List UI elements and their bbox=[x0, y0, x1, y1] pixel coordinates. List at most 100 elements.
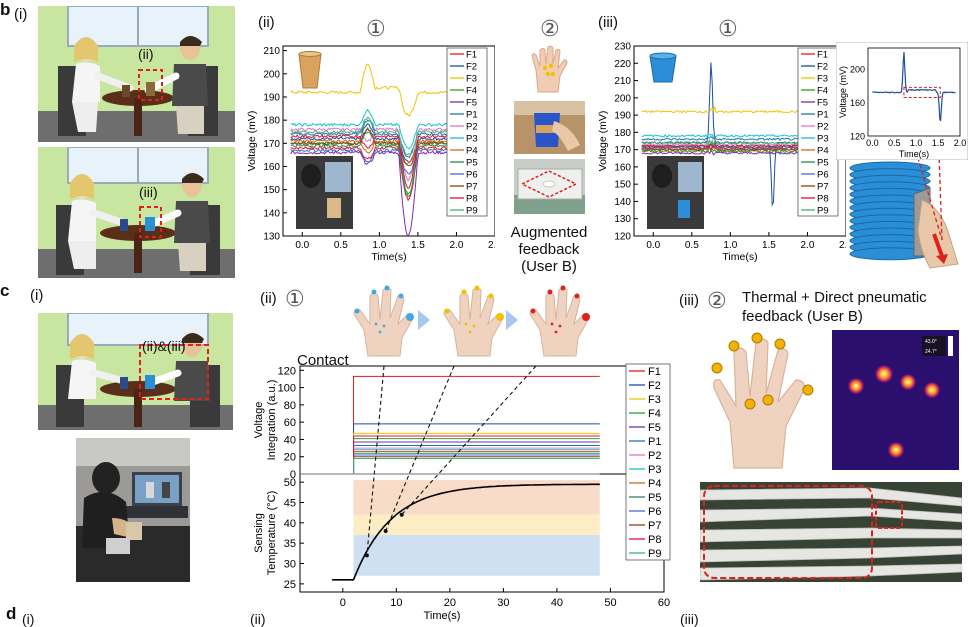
legend-label-f4: F4 bbox=[817, 86, 828, 97]
x-axis-label: Time(s) bbox=[722, 251, 757, 263]
y-tick-label: 170 bbox=[614, 145, 631, 156]
scene-image-c bbox=[38, 313, 233, 430]
series-line-p1 bbox=[641, 134, 812, 142]
hand-dot-palm bbox=[382, 324, 386, 328]
legend-label-p1: P1 bbox=[648, 436, 661, 448]
hand-dot bbox=[474, 285, 480, 291]
step-line-p9 bbox=[353, 457, 600, 474]
series-line-p1 bbox=[290, 119, 461, 159]
panel-b-sub-i: (i) bbox=[14, 6, 28, 23]
y-tick-label: 230 bbox=[614, 42, 631, 53]
legend-label-p2: P2 bbox=[648, 450, 661, 462]
y-tick-label: 140 bbox=[614, 197, 631, 208]
voltage-y-axis-label-line: Voltage bbox=[253, 402, 265, 439]
panel-c-sub-i: (i) bbox=[30, 287, 44, 304]
series-line-p8 bbox=[290, 134, 461, 190]
legend-label-f2: F2 bbox=[466, 62, 477, 73]
legend-label-f3: F3 bbox=[466, 74, 477, 85]
panel-d-sub-iii: (iii) bbox=[680, 611, 699, 627]
panel-c-sub-ii: (ii) bbox=[260, 290, 277, 307]
legend-label-p9: P9 bbox=[648, 548, 661, 560]
caption-line-1: Augmented bbox=[510, 224, 588, 241]
hand-dot-palm bbox=[374, 322, 378, 326]
hand-dot-palm bbox=[468, 330, 472, 334]
voltage-y-tick-label: 80 bbox=[284, 400, 296, 412]
series-line-p9 bbox=[290, 116, 461, 156]
circle-number-1c: ① bbox=[285, 286, 305, 311]
series-line-p6 bbox=[290, 147, 461, 175]
hand-3 bbox=[529, 287, 589, 357]
legend-box bbox=[797, 47, 839, 217]
dashed-arrow-1 bbox=[366, 365, 385, 556]
temperature-band-1 bbox=[353, 535, 600, 576]
legend-label-p2: P2 bbox=[817, 122, 829, 133]
hand-dot bbox=[384, 285, 390, 291]
legend-label-p8: P8 bbox=[466, 194, 478, 205]
voltage-y-axis-label-line: Integration (a.u.) bbox=[266, 380, 278, 461]
hand-dot bbox=[560, 285, 566, 291]
chart-b-ii: 130 140 150 160 170 180 190 200 210 0.0 0.5 1.0 1.5 2… bbox=[246, 45, 495, 263]
y-tick-label: 120 bbox=[614, 232, 631, 243]
y-axis-label: Voltage (mV) bbox=[597, 111, 609, 172]
y-tick-label: 170 bbox=[263, 139, 280, 150]
legend-label-p5: P5 bbox=[466, 158, 478, 169]
x-tick-label: 50 bbox=[604, 597, 616, 609]
step-line-f1 bbox=[353, 375, 600, 474]
chart-b-iii-inset: 120 160 200 0.0 0.5 1.0 1.5 2.0 Time(s) Voltage (… bbox=[836, 42, 968, 160]
legend-label-f1: F1 bbox=[648, 366, 661, 378]
hand-actuator-illustration bbox=[700, 330, 824, 470]
paper-cup-rim bbox=[298, 51, 322, 57]
x-tick-label: 0 bbox=[340, 597, 346, 609]
pneumatic-actuator-photo bbox=[514, 159, 585, 214]
y-tick-label: 150 bbox=[263, 185, 280, 196]
hand-dot-palm bbox=[472, 324, 476, 328]
panel-c-letter: c bbox=[0, 281, 10, 300]
inset-y-tick-label: 160 bbox=[850, 98, 865, 108]
y-tick-label: 210 bbox=[614, 76, 631, 87]
inset-photo-person bbox=[652, 164, 672, 188]
x-tick-label: 10 bbox=[390, 597, 402, 609]
voltage-y-tick-label: 100 bbox=[278, 383, 296, 395]
voltage-y-tick-label: 120 bbox=[278, 365, 296, 377]
scene-tag-iii: (iii) bbox=[139, 184, 158, 200]
legend-label-p7: P7 bbox=[817, 182, 829, 193]
x-tick-label: 1.0 bbox=[723, 240, 737, 251]
legend-label-p3: P3 bbox=[648, 464, 661, 476]
series-line-p7 bbox=[641, 145, 812, 152]
panel-c-sub-iii: (iii) bbox=[679, 292, 699, 309]
legend-label-p7: P7 bbox=[466, 182, 478, 193]
circle-number-1b: ① bbox=[718, 16, 738, 41]
panel-d-sub-i: (i) bbox=[22, 611, 35, 627]
inset-photo-monitor bbox=[678, 162, 702, 192]
legend-box bbox=[446, 47, 488, 217]
panel-b-sub-ii: (ii) bbox=[258, 14, 275, 31]
inset-x-tick-label: 1.0 bbox=[910, 138, 923, 148]
temperature-y-axis-label-line: Sensing bbox=[253, 513, 265, 553]
legend-label-f5: F5 bbox=[817, 98, 828, 109]
hand-illustration bbox=[520, 44, 578, 94]
temperature-curve bbox=[332, 483, 600, 581]
contact-label: Contact bbox=[297, 352, 349, 369]
inset-x-axis-label: Time(s) bbox=[899, 149, 929, 159]
hand-sequence bbox=[350, 284, 590, 360]
legend-label-p5: P5 bbox=[817, 158, 829, 169]
inset-photo-monitor bbox=[325, 162, 351, 192]
hand-dot bbox=[496, 313, 504, 321]
series-line-f1 bbox=[290, 145, 461, 202]
dashed-arrow-3 bbox=[401, 365, 537, 516]
thermal-title-line-1: Thermal + Direct pneumatic bbox=[742, 289, 927, 306]
scene-tag-ii-iii: (ii)&(iii) bbox=[142, 338, 186, 354]
x-axis-label: Time(s) bbox=[371, 251, 406, 263]
legend-label-f5: F5 bbox=[648, 422, 661, 434]
temperature-y-tick-label: 25 bbox=[284, 579, 296, 591]
thermal-image: 43.0° 24.7° bbox=[832, 330, 959, 470]
hand-dot bbox=[530, 308, 536, 314]
inset-y-axis-label: Voltage (mV) bbox=[838, 66, 848, 118]
hand-2 bbox=[443, 287, 503, 357]
x-tick-label: 2.5 bbox=[488, 240, 495, 251]
y-tick-label: 200 bbox=[263, 69, 280, 80]
x-tick-label: 1.5 bbox=[762, 240, 776, 251]
y-tick-label: 210 bbox=[263, 46, 280, 57]
x-tick-label: 0.0 bbox=[646, 240, 660, 251]
